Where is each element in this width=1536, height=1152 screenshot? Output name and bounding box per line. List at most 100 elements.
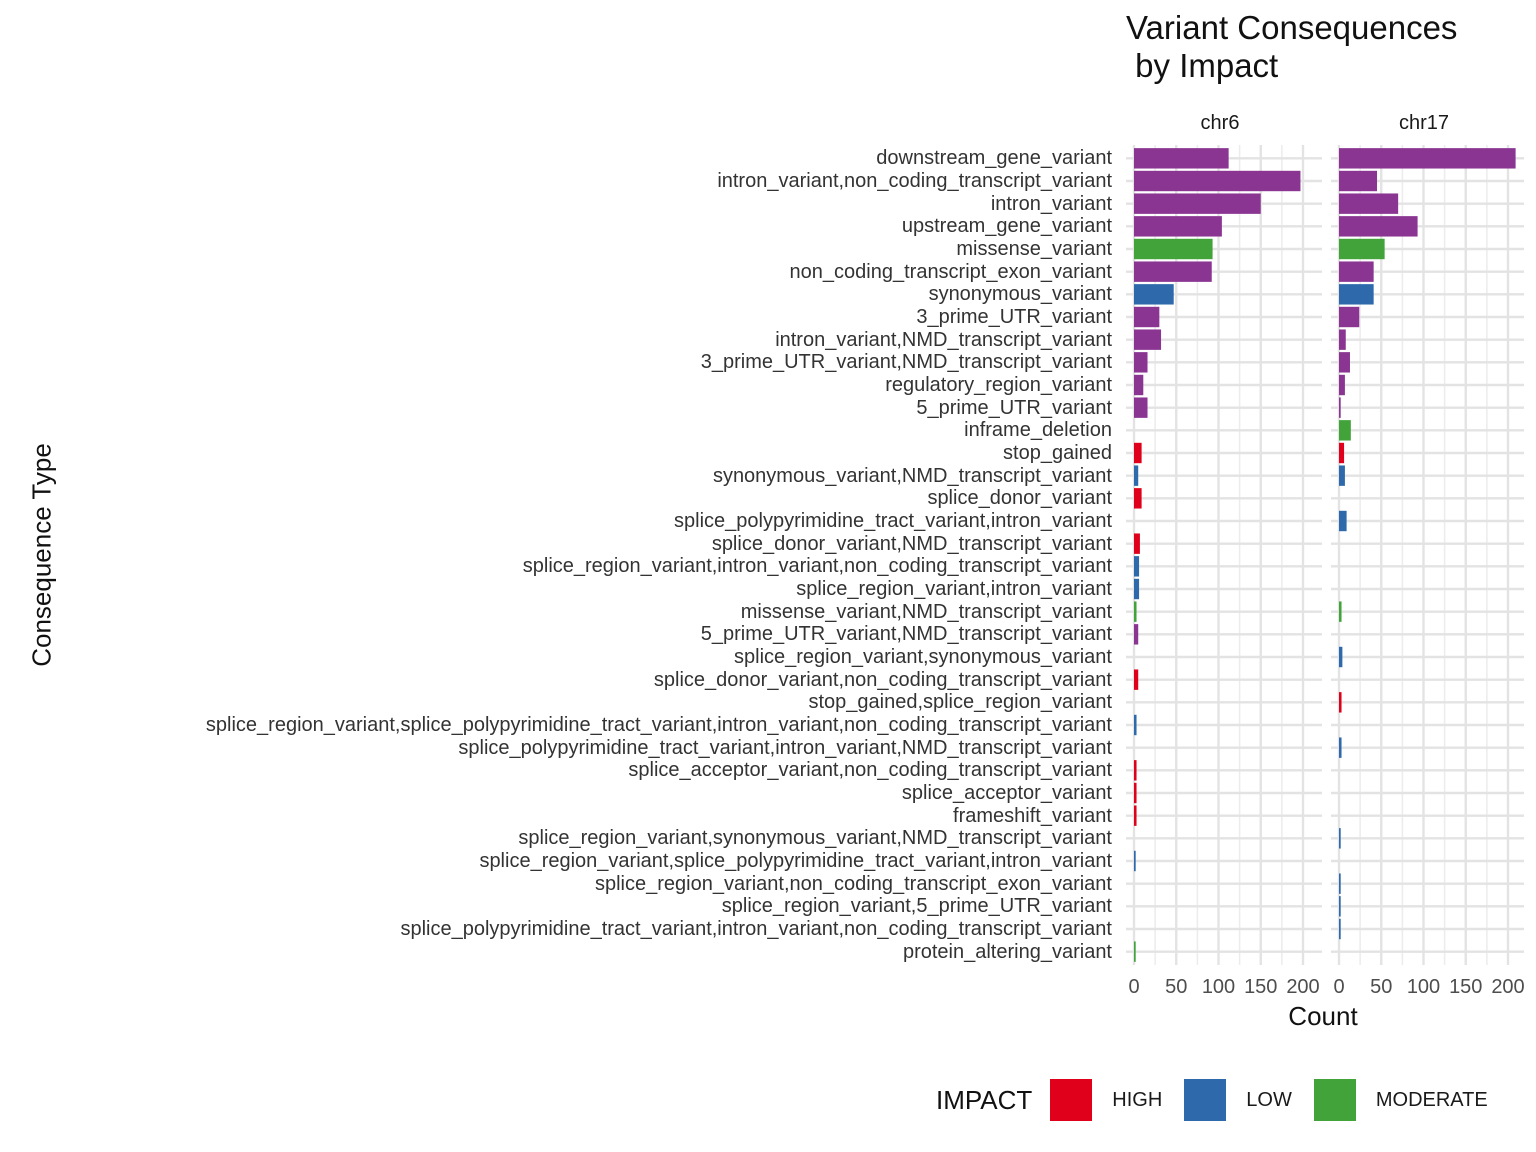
chart-title-line-2: by Impact [1126, 47, 1279, 84]
facet-label-chr17: chr17 [1398, 112, 1450, 134]
bar [1339, 510, 1347, 532]
y-tick-label: 3_prime_UTR_variant,NMD_transcript_varia… [700, 351, 1112, 374]
bar [1134, 238, 1213, 260]
bar [1339, 170, 1378, 192]
y-tick-label: upstream_gene_variant [901, 215, 1112, 238]
bar [1339, 284, 1374, 305]
y-tick-label: splice_region_variant,5_prime_UTR_varian… [721, 895, 1112, 918]
bar [1134, 578, 1140, 600]
bar [1339, 374, 1345, 396]
bar [1134, 850, 1136, 872]
chart-title-line-1: Variant Consequences [1126, 9, 1458, 46]
y-tick-label: stop_gained [1003, 442, 1112, 464]
legend-label-moderate: MODERATE [1375, 1088, 1488, 1111]
y-tick-label: 3_prime_UTR_variant [916, 306, 1112, 328]
y-tick-label: splice_region_variant,intron_variant,non… [522, 555, 1112, 578]
bar [1134, 533, 1140, 554]
y-tick-label: missense_variant [956, 238, 1112, 260]
bar [1339, 306, 1360, 328]
y-tick-label: intron_variant,NMD_transcript_variant [775, 328, 1112, 351]
bar [1134, 782, 1137, 804]
y-tick-label: splice_region_variant,non_coding_transcr… [594, 872, 1112, 895]
y-tick-label: missense_variant,NMD_transcript_variant [740, 600, 1112, 623]
bar [1134, 714, 1137, 736]
bar [1134, 601, 1137, 622]
y-tick-label: stop_gained,splice_region_variant [808, 691, 1112, 714]
bar [1134, 624, 1139, 645]
bar [1339, 261, 1374, 282]
x-tick-label: 0 [1128, 976, 1139, 998]
y-tick-label: inframe_deletion [964, 419, 1112, 442]
bar [1134, 760, 1137, 781]
legend-item-high: HIGH [1050, 1079, 1170, 1121]
y-tick-label: splice_region_variant,synonymous_variant… [518, 827, 1112, 850]
bar [1339, 397, 1341, 418]
bar [1134, 306, 1160, 328]
bar [1339, 238, 1385, 260]
bar [1134, 465, 1139, 486]
y-tick-label: non_coding_transcript_exon_variant [789, 260, 1112, 283]
legend-swatch-high [1050, 1079, 1093, 1121]
bar [1339, 692, 1342, 713]
bar [1134, 374, 1144, 396]
bar [1339, 828, 1341, 849]
x-tick-labels: 0 50 100 150 200 0 50 100 150 200 [1128, 976, 1524, 998]
y-tick-label: splice_region_variant,intron_variant [796, 578, 1112, 600]
bar [1134, 170, 1301, 192]
bar [1339, 442, 1345, 464]
y-tick-label: regulatory_region_variant [885, 374, 1112, 396]
y-tick-label: frameshift_variant [953, 804, 1112, 827]
legend-item-low: LOW [1184, 1079, 1300, 1121]
legend-item-moderate: MODERATE [1313, 1079, 1496, 1121]
y-tick-label: splice_acceptor_variant,non_coding_trans… [628, 759, 1112, 782]
x-tick-label: 150 [1449, 976, 1482, 998]
legend-label-high: HIGH [1112, 1088, 1163, 1111]
bar [1134, 805, 1137, 826]
x-tick-label: 200 [1491, 976, 1524, 998]
bar [1339, 148, 1516, 169]
y-tick-label: splice_region_variant,synonymous_variant [734, 646, 1112, 668]
y-tick-label: protein_altering_variant [902, 940, 1112, 963]
bar [1134, 941, 1136, 962]
bar [1339, 873, 1341, 894]
bar [1339, 896, 1341, 917]
legend: IMPACT HIGH LOW MODERATE [936, 1078, 1510, 1122]
bar [1339, 329, 1346, 350]
bar [1339, 737, 1342, 758]
y-tick-label: splice_polypyrimidine_tract_variant,intr… [674, 510, 1112, 532]
bar [1339, 601, 1342, 622]
y-tick-label: 5_prime_UTR_variant,NMD_transcript_varia… [700, 623, 1112, 646]
facet-panel-chr6 [1126, 145, 1322, 965]
bar [1134, 442, 1142, 464]
y-tick-label: splice_donor_variant,non_coding_transcri… [653, 668, 1112, 691]
bar [1339, 216, 1418, 237]
bar [1134, 488, 1142, 509]
y-tick-label: splice_donor_variant [927, 487, 1112, 510]
bar [1134, 216, 1222, 237]
legend-label-low: LOW [1246, 1088, 1292, 1111]
x-tick-label: 50 [1165, 976, 1187, 998]
bar [1339, 352, 1350, 373]
x-tick-label: 200 [1286, 976, 1319, 998]
y-tick-label: 5_prime_UTR_variant [916, 396, 1112, 419]
facet-label-chr6: chr6 [1200, 112, 1240, 134]
y-tick-label: splice_region_variant,splice_polypyrimid… [205, 714, 1112, 736]
bar [1134, 669, 1139, 690]
y-tick-label: splice_polypyrimidine_tract_variant,intr… [400, 918, 1112, 940]
x-tick-label: 100 [1407, 976, 1440, 998]
bar [1134, 148, 1229, 169]
legend-swatch-low [1184, 1079, 1227, 1121]
bar [1134, 329, 1162, 350]
x-tick-label: 100 [1202, 976, 1235, 998]
x-axis-title: Count [1288, 1001, 1358, 1031]
bar [1134, 284, 1174, 305]
bar [1339, 420, 1351, 441]
facet-panel-chr17 [1331, 145, 1524, 965]
y-tick-label: downstream_gene_variant [876, 147, 1112, 170]
y-tick-label: splice_acceptor_variant [901, 782, 1112, 804]
bar [1134, 352, 1148, 373]
y-tick-label: intron_variant [990, 192, 1112, 215]
bar [1339, 646, 1343, 668]
y-tick-label: synonymous_variant [928, 283, 1112, 306]
